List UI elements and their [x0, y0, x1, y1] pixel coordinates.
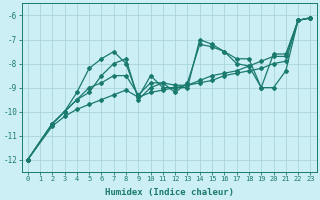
- X-axis label: Humidex (Indice chaleur): Humidex (Indice chaleur): [105, 188, 234, 197]
